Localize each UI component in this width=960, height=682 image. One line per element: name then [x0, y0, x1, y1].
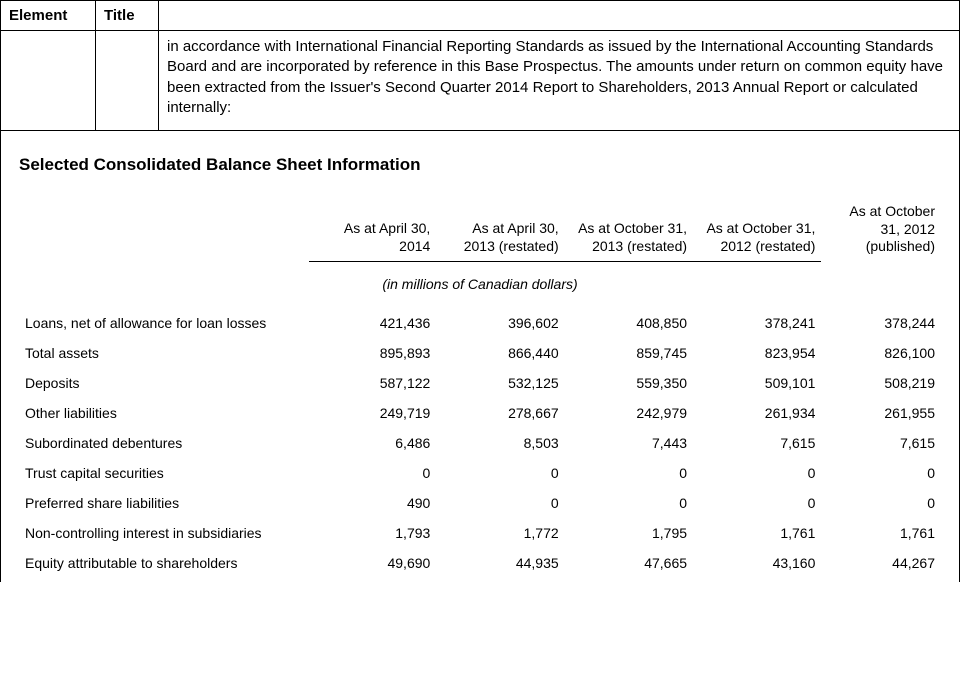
cell: 0 [565, 458, 693, 488]
cell: 587,122 [309, 368, 437, 398]
cell: 0 [436, 458, 564, 488]
cell: 378,241 [693, 308, 821, 338]
cell: 49,690 [309, 548, 437, 578]
row-label: Subordinated debentures [19, 428, 309, 458]
cell: 0 [436, 488, 564, 518]
table-row: Other liabilities 249,719 278,667 242,97… [19, 398, 941, 428]
cell: 0 [565, 488, 693, 518]
row-label: Loans, net of allowance for loan losses [19, 308, 309, 338]
cell: 866,440 [436, 338, 564, 368]
cell: 378,244 [821, 308, 941, 338]
table-row: Non-controlling interest in subsidiaries… [19, 518, 941, 548]
col-header-element: Element [1, 1, 96, 30]
cell: 490 [309, 488, 437, 518]
cell: 6,486 [309, 428, 437, 458]
cell: 44,935 [436, 548, 564, 578]
cell: 43,160 [693, 548, 821, 578]
col-header-1: As at April 30, 2013 (restated) [436, 199, 564, 262]
col-header-3: As at October 31, 2012 (restated) [693, 199, 821, 262]
col-header-blank [159, 1, 959, 30]
col-header-2: As at October 31, 2013 (restated) [565, 199, 693, 262]
row-label: Non-controlling interest in subsidiaries [19, 518, 309, 548]
table-row: Preferred share liabilities 490 0 0 0 0 [19, 488, 941, 518]
row-label: Preferred share liabilities [19, 488, 309, 518]
cell: 532,125 [436, 368, 564, 398]
balance-sheet-table: As at April 30, 2014 As at April 30, 201… [19, 199, 941, 578]
cell: 7,443 [565, 428, 693, 458]
col-title-empty [96, 31, 159, 130]
cell: 1,772 [436, 518, 564, 548]
row-label: Equity attributable to shareholders [19, 548, 309, 578]
cell: 47,665 [565, 548, 693, 578]
table-row: Loans, net of allowance for loan losses … [19, 308, 941, 338]
table-row: Deposits 587,122 532,125 559,350 509,101… [19, 368, 941, 398]
main-content: Selected Consolidated Balance Sheet Info… [0, 131, 960, 582]
cell: 261,955 [821, 398, 941, 428]
top-header-row: Element Title [1, 1, 959, 31]
cell: 408,850 [565, 308, 693, 338]
row-label: Total assets [19, 338, 309, 368]
cell: 826,100 [821, 338, 941, 368]
cell: 7,615 [821, 428, 941, 458]
table-body: Loans, net of allowance for loan losses … [19, 308, 941, 578]
table-head: As at April 30, 2014 As at April 30, 201… [19, 199, 941, 262]
col-header-4: As at October 31, 2012 (published) [821, 199, 941, 262]
cell: 859,745 [565, 338, 693, 368]
cell: 0 [821, 458, 941, 488]
cell: 0 [693, 458, 821, 488]
cell: 278,667 [436, 398, 564, 428]
table-row: Trust capital securities 0 0 0 0 0 [19, 458, 941, 488]
cell: 249,719 [309, 398, 437, 428]
cell: 0 [309, 458, 437, 488]
cell: 8,503 [436, 428, 564, 458]
col-header-label [19, 199, 309, 262]
table-row: Total assets 895,893 866,440 859,745 823… [19, 338, 941, 368]
cell: 44,267 [821, 548, 941, 578]
cell: 1,793 [309, 518, 437, 548]
description-paragraph: in accordance with International Financi… [159, 31, 959, 130]
section-title: Selected Consolidated Balance Sheet Info… [19, 155, 941, 175]
units-row: (in millions of Canadian dollars) [19, 262, 941, 309]
cell: 1,761 [693, 518, 821, 548]
cell: 421,436 [309, 308, 437, 338]
row-label: Deposits [19, 368, 309, 398]
top-body-row: in accordance with International Financi… [1, 31, 959, 131]
cell: 895,893 [309, 338, 437, 368]
cell: 508,219 [821, 368, 941, 398]
cell: 559,350 [565, 368, 693, 398]
col-header-title: Title [96, 1, 159, 30]
cell: 7,615 [693, 428, 821, 458]
table-row: Subordinated debentures 6,486 8,503 7,44… [19, 428, 941, 458]
page: Element Title in accordance with Interna… [0, 0, 960, 582]
cell: 823,954 [693, 338, 821, 368]
cell: 242,979 [565, 398, 693, 428]
cell: 509,101 [693, 368, 821, 398]
cell: 0 [693, 488, 821, 518]
col-element-empty [1, 31, 96, 130]
row-label: Other liabilities [19, 398, 309, 428]
col-header-0: As at April 30, 2014 [309, 199, 437, 262]
row-label: Trust capital securities [19, 458, 309, 488]
units-note: (in millions of Canadian dollars) [19, 262, 941, 309]
table-row: Equity attributable to shareholders 49,6… [19, 548, 941, 578]
cell: 0 [821, 488, 941, 518]
cell: 1,795 [565, 518, 693, 548]
cell: 1,761 [821, 518, 941, 548]
top-definition-grid: Element Title in accordance with Interna… [0, 0, 960, 131]
cell: 396,602 [436, 308, 564, 338]
cell: 261,934 [693, 398, 821, 428]
